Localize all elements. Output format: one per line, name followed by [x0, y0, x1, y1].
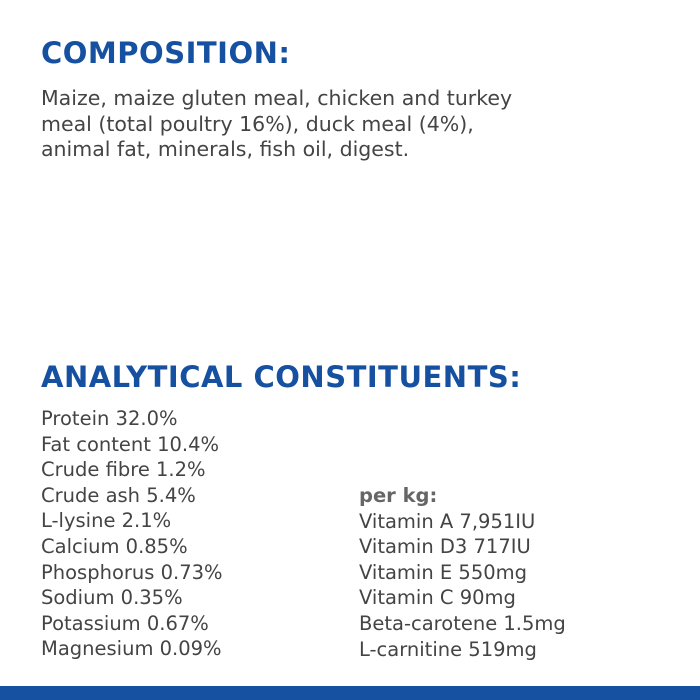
vitamin: Vitamin E 550mg: [359, 560, 528, 584]
constituents: Protein 32.0% Fat content 10.4% Crude fibr…: [41, 406, 223, 662]
constituent: Crude ash 5.4%: [41, 483, 196, 507]
vitamin: Vitamin A 7,951IU: [359, 509, 536, 533]
constituent: Phosphorus 0.73%: [41, 560, 223, 584]
vitamin: Vitamin D3 717IU: [359, 535, 531, 559]
vitamin: L-carnitine 519mg: [359, 637, 537, 661]
constituent: Potassium 0.67%: [41, 611, 209, 635]
heading: ANALYTICAL CONSTITUENTS:: [41, 360, 522, 394]
subheading: per kg:: [359, 484, 438, 507]
constituent: Calcium 0.85%: [41, 534, 188, 558]
constituent: Magnesium 0.09%: [41, 637, 222, 661]
footer-bar: [0, 686, 700, 700]
text-line: animal fat, minerals, fish oil, digest.: [41, 137, 410, 162]
constituent: L-lysine 2.1%: [41, 509, 172, 533]
per-kg: per kg: Vitamin A 7,951IU Vitamin D3 717I…: [359, 483, 566, 662]
composition-text: Maize, maize gluten meal, chicken and tu…: [41, 86, 512, 163]
constituent: Sodium 0.35%: [41, 586, 183, 610]
constituent: Protein 32.0%: [41, 407, 178, 430]
heading: COMPOSITION:: [41, 36, 291, 70]
constituent: Fat content 10.4%: [41, 432, 220, 456]
text-line: meal (total poultry 16%), duck meal (4%)…: [41, 111, 474, 136]
text-line: Maize, maize gluten meal, chicken and tu…: [41, 86, 513, 110]
vitamin: Beta-carotene 1.5mg: [359, 611, 566, 635]
constituent: Crude fibre 1.2%: [41, 458, 206, 482]
vitamin: Vitamin C 90mg: [359, 586, 516, 610]
